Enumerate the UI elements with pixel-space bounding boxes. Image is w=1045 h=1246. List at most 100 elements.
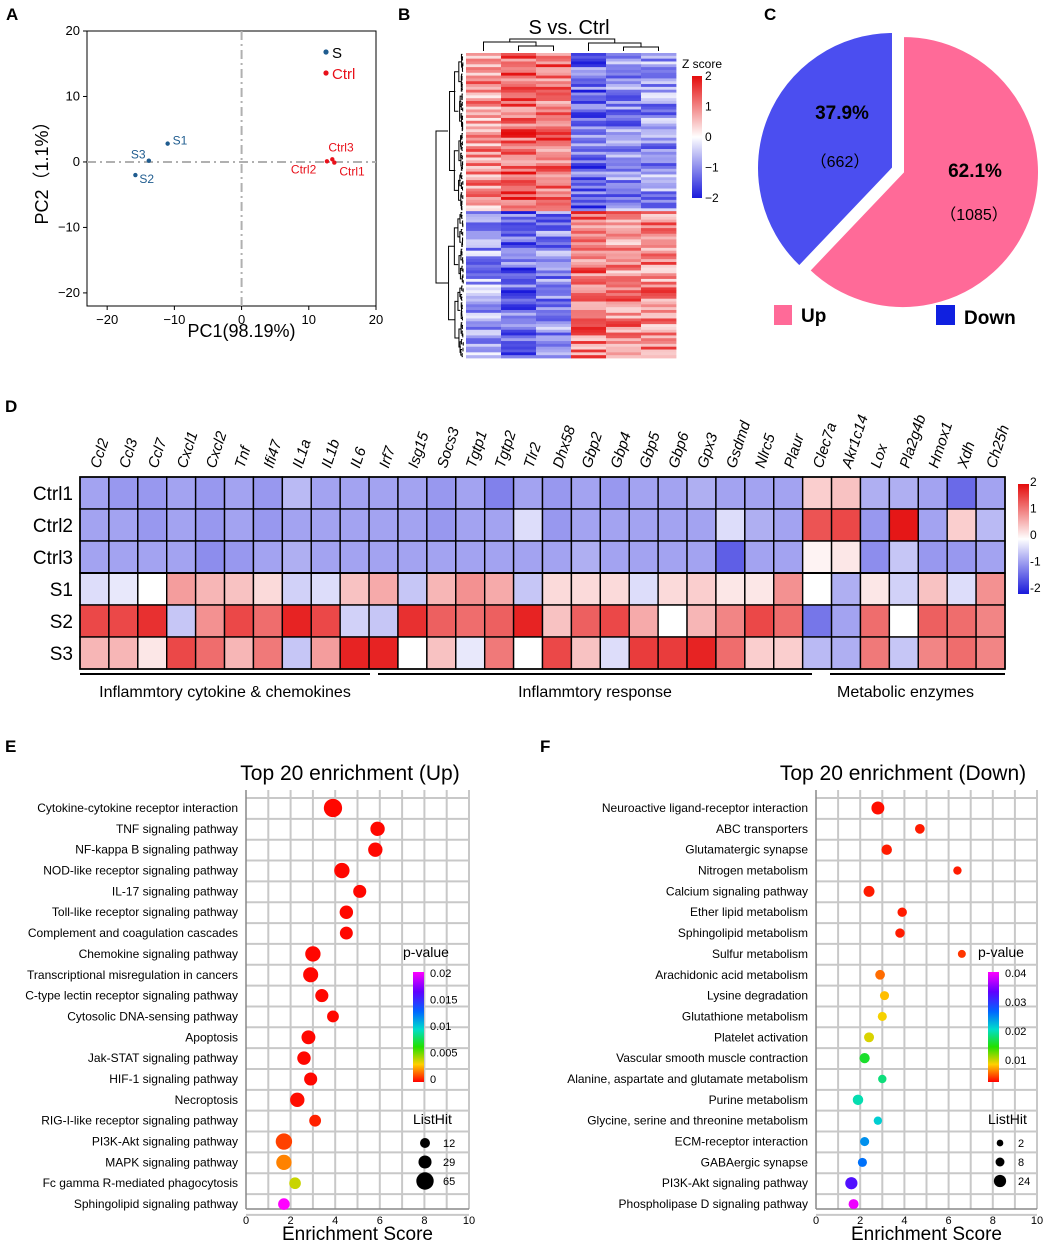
heatmap-cell <box>466 213 502 218</box>
heatmap-cell <box>641 101 677 105</box>
term-dot <box>864 1032 875 1043</box>
heatmap-cell <box>571 95 607 99</box>
gene-label: Tgtp1 <box>463 429 491 471</box>
gene-heatmap-cell <box>79 508 110 542</box>
heatmap-cell <box>641 309 677 314</box>
heatmap-cell <box>501 267 537 271</box>
heatmap-cell <box>641 55 677 60</box>
legend-marker <box>323 70 329 76</box>
x-tick-label: 2 <box>288 1215 294 1227</box>
gene-heatmap-cell <box>975 476 1006 510</box>
gene-heatmap-cell <box>773 636 804 670</box>
heatmap-cell <box>536 250 572 254</box>
heatmap-cell <box>536 199 572 204</box>
heatmap-cell <box>466 149 502 153</box>
term-dot <box>845 1177 858 1190</box>
term-label: Sphingolipid signaling pathway <box>74 1197 238 1211</box>
heatmap-cell <box>536 245 572 249</box>
gene-heatmap-cell <box>946 476 977 510</box>
heatmap-cell <box>606 81 642 85</box>
gene-heatmap-cell <box>512 636 544 670</box>
heatmap-cell <box>641 329 677 333</box>
gene-label: Lox <box>868 442 892 471</box>
gene-heatmap-cell <box>917 572 948 606</box>
gene-heatmap-cell <box>628 572 659 606</box>
heatmap-cell <box>606 335 642 339</box>
heatmap-cell <box>606 321 642 325</box>
gene-heatmap-cell <box>281 572 312 606</box>
gene-heatmap-cell <box>194 636 226 670</box>
pvalue-colorbar <box>413 972 424 1082</box>
heatmap-cell <box>536 55 572 60</box>
heatmap-cell <box>466 154 502 158</box>
heatmap-cell <box>501 264 537 269</box>
heatmap-cell <box>606 199 642 204</box>
row-dendrogram-branch <box>462 107 464 112</box>
gene-heatmap-cell <box>339 476 370 510</box>
listhit-legend-label: 29 <box>443 1157 455 1169</box>
gene-heatmap-cell <box>512 508 544 542</box>
gene-heatmap-cell <box>773 476 804 510</box>
heatmap-cell <box>641 95 677 99</box>
heatmap-cell <box>606 72 642 76</box>
heatmap-cell <box>641 188 677 192</box>
heatmap-cell <box>606 222 642 226</box>
heatmap-cell <box>606 53 642 57</box>
term-dot <box>339 905 354 919</box>
gene-heatmap-cell <box>339 540 370 574</box>
heatmap-cell <box>536 64 572 68</box>
heatmap-cell <box>641 126 677 130</box>
heatmap-cell <box>641 264 677 269</box>
heatmap-cell <box>641 341 677 345</box>
heatmap-cell <box>606 247 642 252</box>
heatmap-cell <box>641 75 677 79</box>
gene-heatmap-cell <box>483 476 515 510</box>
heatmap-cell <box>571 89 607 93</box>
row-dendrogram-branch <box>461 141 463 146</box>
gene-heatmap-cell <box>108 572 139 606</box>
heatmap-cell <box>641 245 677 249</box>
heatmap-cell <box>571 75 607 79</box>
listhit-legend-label: 8 <box>1018 1157 1024 1169</box>
term-dot <box>852 1094 864 1106</box>
heatmap-cell <box>466 287 502 291</box>
gene-heatmap-cell <box>657 572 688 606</box>
gene-heatmap-cell <box>657 636 688 670</box>
heatmap-cell <box>571 338 607 342</box>
heatmap-cell <box>641 194 677 198</box>
gene-heatmap-cell <box>686 636 717 670</box>
heatmap-cell <box>536 343 572 348</box>
heatmap-cell <box>536 230 572 235</box>
heatmap-cell <box>466 143 502 147</box>
gene-label: IL6 <box>347 445 370 471</box>
gene-heatmap-cell <box>657 540 688 574</box>
heatmap-cell <box>536 332 572 336</box>
heatmap-cell <box>501 103 537 108</box>
gene-heatmap-cell <box>917 508 948 542</box>
term-label: Sphingolipid metabolism <box>678 926 808 940</box>
heatmap-cell <box>641 185 677 189</box>
heatmap-cell <box>536 304 572 308</box>
heatmap-cell <box>641 180 677 184</box>
term-dot <box>897 907 907 917</box>
heatmap-cell <box>606 92 642 96</box>
gene-heatmap-cell <box>859 508 891 542</box>
term-label: Chemokine signaling pathway <box>79 947 238 961</box>
heatmap-cell <box>501 338 537 342</box>
x-tick-label: 0 <box>238 312 245 327</box>
heatmap-cell <box>571 219 607 223</box>
gene-heatmap-cell <box>801 508 833 542</box>
term-label: Apoptosis <box>185 1030 238 1044</box>
gene-heatmap-cell <box>744 572 775 606</box>
gene-heatmap-cell <box>223 540 255 574</box>
heatmap-cell <box>571 143 607 147</box>
heatmap-cell <box>571 335 607 339</box>
heatmap-cell <box>641 219 677 223</box>
heatmap-cell <box>606 67 642 71</box>
gene-heatmap-cell <box>599 476 630 510</box>
heatmap-cell <box>501 326 537 331</box>
heatmap-cell <box>501 284 537 288</box>
heatmap-cell <box>641 352 677 356</box>
heatmap-cell <box>606 355 642 359</box>
